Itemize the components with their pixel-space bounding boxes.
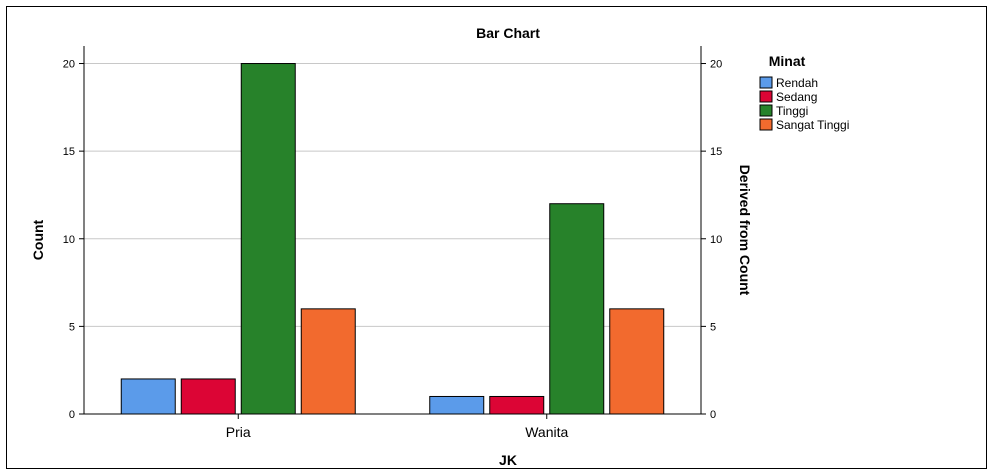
y2-tick-label: 10 <box>710 234 722 246</box>
y-axis-title: Count <box>30 219 46 260</box>
chart-title: Bar Chart <box>476 25 540 41</box>
x-tick-label: Pria <box>226 424 251 440</box>
gridlines <box>84 63 701 327</box>
bars <box>120 63 665 415</box>
tick-labels: 0 0 5 5 10 10 15 15 20 20 Pria Wanita <box>63 59 723 440</box>
legend-label: Sangat Tinggi <box>776 118 849 132</box>
legend-title: Minat <box>769 53 806 69</box>
bar-sedang-pria <box>180 378 236 415</box>
bar-tinggi-wanita <box>549 203 605 415</box>
x-axis-title: JK <box>499 452 517 468</box>
y2-tick-label: 20 <box>710 59 722 71</box>
legend-label: Tinggi <box>776 104 808 118</box>
legend-swatch <box>759 90 773 103</box>
x-tick-label: Wanita <box>525 424 568 440</box>
bar-rendah-pria <box>120 378 176 415</box>
axes <box>79 46 706 419</box>
y-tick-label: 0 <box>69 409 75 421</box>
y2-tick-label: 15 <box>710 146 722 158</box>
y2-tick-label: 5 <box>710 321 716 333</box>
legend-swatch <box>759 104 773 117</box>
y-tick-label: 20 <box>63 59 75 71</box>
bar-sangat-tinggi-pria <box>300 308 356 415</box>
legend-label: Sedang <box>776 90 817 104</box>
y-tick-label: 10 <box>63 234 75 246</box>
bar-sedang-wanita <box>489 395 545 415</box>
y-tick-label: 15 <box>63 146 75 158</box>
legend-label: Rendah <box>776 76 818 90</box>
legend-swatch <box>759 76 773 89</box>
bar-sangat-tinggi-wanita <box>609 308 665 415</box>
legend-swatch <box>759 118 773 131</box>
y-tick-label: 5 <box>69 321 75 333</box>
y2-tick-label: 0 <box>710 409 716 421</box>
y2-axis-title: Derived from Count <box>737 165 753 296</box>
bar-rendah-wanita <box>429 395 485 415</box>
bar-tinggi-pria <box>240 63 296 415</box>
